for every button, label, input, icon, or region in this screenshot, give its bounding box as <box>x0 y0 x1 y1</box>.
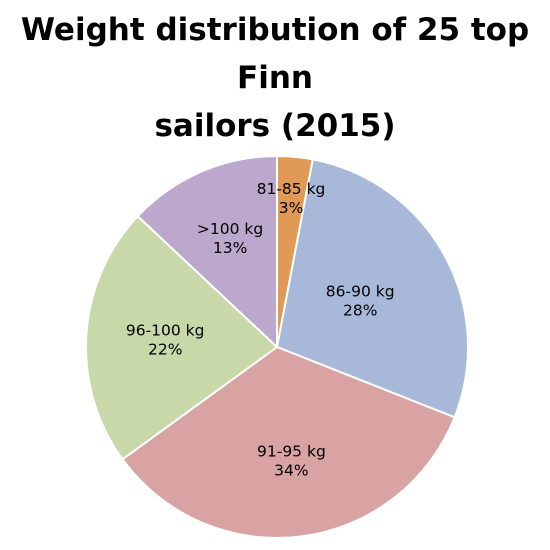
pie-slice-5 <box>136 155 278 348</box>
pie-slice-percent-3: 34% <box>274 462 308 480</box>
pie-slice-category-1: 81-85 kg <box>257 180 326 198</box>
pie-slice-4 <box>85 215 278 461</box>
pie-slice-category-4: 96-100 kg <box>126 322 205 340</box>
pie-slice-percent-5: 13% <box>213 239 247 257</box>
pie-slice-3 <box>121 346 456 539</box>
chart-title-line-2: sailors (2015) <box>154 108 396 144</box>
pie-labels: 81-85 kg 3% 86-90 kg 28% 91-95 kg 34% 96-100 k… <box>126 180 395 479</box>
pie-slice-percent-4: 22% <box>148 341 182 359</box>
pie-slice-category-3: 91-95 kg <box>257 443 326 461</box>
pie-slice-label-2: 86-90 kg 28% <box>326 283 395 320</box>
pie-slice-category-2: 86-90 kg <box>326 283 395 301</box>
chart-title-line-1: Weight distribution of 25 top Finn <box>20 12 530 96</box>
pie-slice-2 <box>276 158 469 419</box>
pie-slice-category-5: >100 kg <box>197 220 263 238</box>
pie-slice-label-1: 81-85 kg 3% <box>257 180 326 217</box>
pie-slice-label-4: 96-100 kg 22% <box>126 322 205 359</box>
pie-slice-percent-2: 28% <box>343 302 377 320</box>
chart-title: Weight distribution of 25 top Finn sailo… <box>0 6 550 150</box>
pie-slice-percent-1: 3% <box>279 199 304 217</box>
pie-slice-label-3: 91-95 kg 34% <box>257 443 326 480</box>
pie-slices <box>85 155 469 539</box>
pie-slice-label-5: >100 kg 13% <box>197 220 263 257</box>
